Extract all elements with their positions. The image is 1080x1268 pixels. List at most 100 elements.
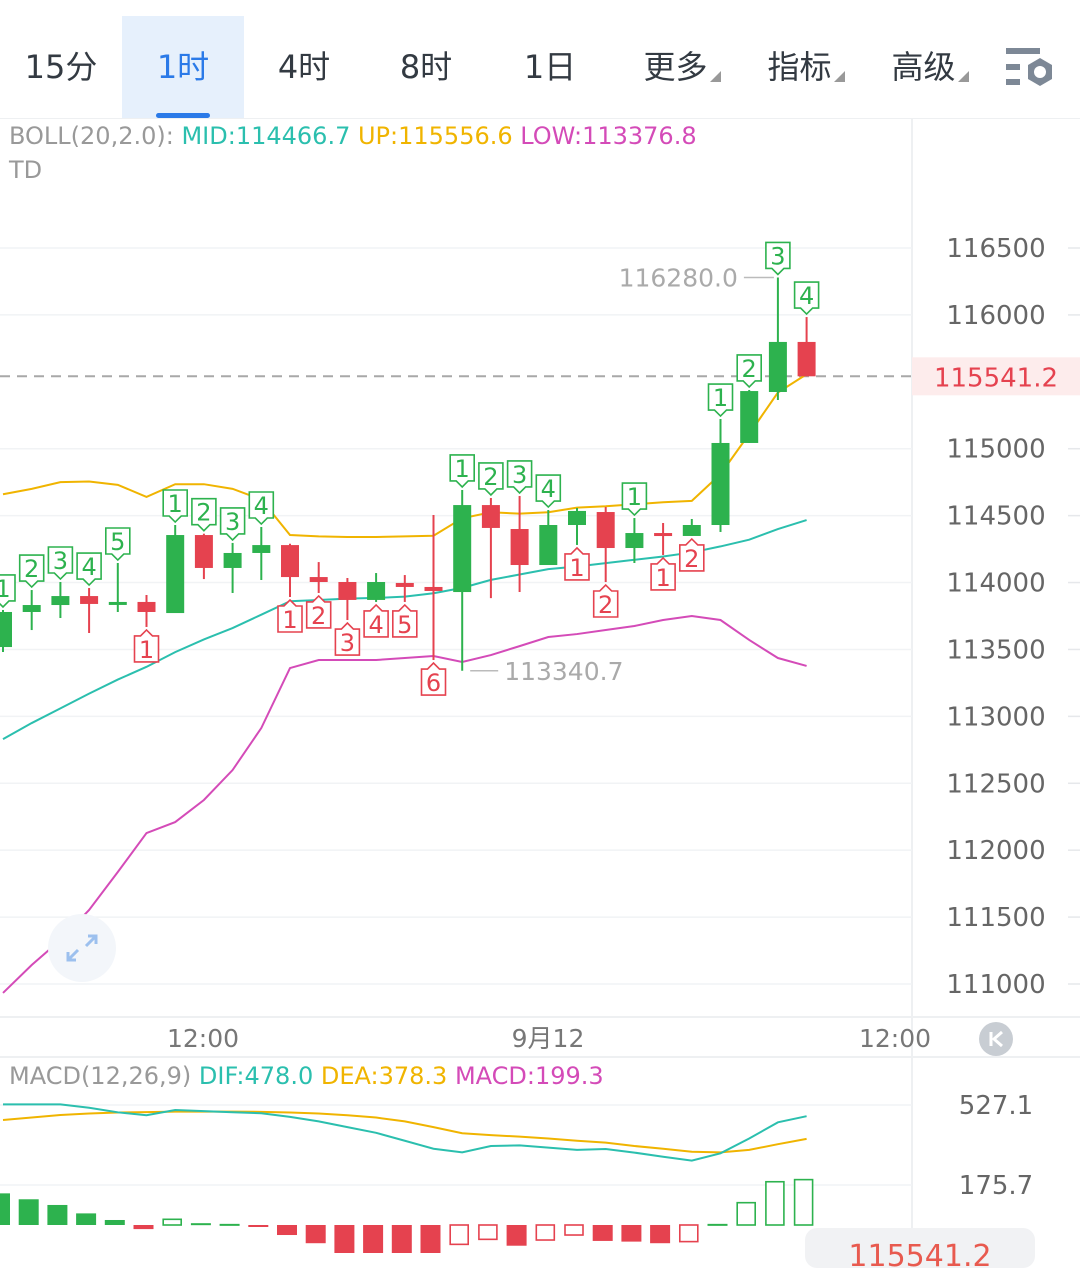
candle-up (711, 442, 730, 526)
macd-histogram-bar (650, 1225, 671, 1244)
tab-label: 4时 (277, 48, 331, 86)
td-count-label: 3 (53, 547, 68, 575)
time-axis-label: 12:00 (859, 1024, 931, 1053)
macd-histogram-bar-hollow (678, 1224, 699, 1243)
dropdown-triangle-icon (709, 71, 721, 82)
macd-name: MACD(12,26,9) (9, 1062, 192, 1090)
candle-up (625, 533, 644, 549)
tab-1d[interactable]: 1日 (490, 16, 610, 118)
fullscreen-button[interactable] (48, 914, 116, 982)
macd-dif-line (3, 1103, 807, 1162)
candle-up (108, 601, 127, 605)
scroll-to-latest-button[interactable] (979, 1022, 1013, 1056)
tab-label: 指标 (767, 48, 832, 86)
macd-histogram-bar (334, 1225, 355, 1253)
td-buy-count-marker (506, 460, 533, 495)
low-price-label: 113340.7 (504, 657, 623, 686)
boll-mid: MID:114466.7 (181, 122, 351, 150)
td-count-label: 3 (770, 242, 785, 270)
macd-tick-label: 175.7 (959, 1171, 1033, 1201)
td-count-label: 1 (0, 575, 11, 603)
td-count-label: 2 (196, 499, 211, 527)
macd-histogram-bar (277, 1225, 297, 1236)
td-count-label: 4 (254, 492, 269, 520)
macd-histogram-bar-hollow (162, 1218, 182, 1226)
candle-down (281, 545, 299, 578)
macd-legend: MACD(12,26,9) DIF:478.0 DEA:378.3 MACD:1… (9, 1062, 604, 1090)
candle-up (682, 525, 701, 536)
skip-back-icon (989, 1030, 1003, 1048)
candle-down (797, 341, 816, 377)
macd-histogram-bar (190, 1223, 211, 1226)
bottom-price-badge: 115541.2 (805, 1228, 1035, 1268)
td-buy-count-marker (478, 462, 504, 497)
price-tick-label: 114500 (946, 502, 1045, 532)
macd-histogram-bar-hollow (765, 1180, 785, 1226)
macd-histogram-bar-hollow (793, 1178, 814, 1226)
macd-value: MACD:199.3 (454, 1062, 604, 1090)
candle-up (0, 611, 12, 648)
td-buy-count-marker (105, 527, 131, 562)
td-count-label: 4 (81, 553, 96, 581)
macd-dea: DEA:378.3 (320, 1062, 448, 1090)
price-tick-label: 111000 (946, 970, 1045, 1000)
macd-dea-line (2, 1110, 807, 1154)
candle-up (22, 605, 41, 612)
td-sell-count-marker (679, 537, 705, 572)
tab-indicators[interactable]: 指标 (744, 16, 868, 118)
td-buy-count-marker (162, 489, 188, 524)
tab-advanced[interactable]: 高级 (868, 16, 992, 118)
last-price-label: 115541.2 (934, 363, 1058, 393)
td-buy-count-marker (0, 574, 16, 609)
tab-4h[interactable]: 4时 (244, 16, 364, 118)
chart-settings-icon[interactable] (1004, 46, 1056, 92)
td-buy-count-marker (449, 454, 475, 489)
tab-label: 更多 (643, 48, 708, 86)
boll-up: UP:115556.6 (357, 122, 513, 150)
td-count-label: 4 (799, 282, 814, 310)
tab-8h[interactable]: 8时 (366, 16, 486, 118)
td-buy-count-marker (535, 474, 562, 509)
macd-histogram-bar-hollow (449, 1224, 470, 1246)
td-count-label: 1 (713, 384, 728, 412)
macd-histogram-bar-hollow (564, 1224, 584, 1236)
td-buy-count-marker (191, 497, 217, 532)
macd-histogram-bar-hollow (736, 1201, 757, 1226)
macd-histogram-bar (305, 1225, 326, 1244)
macd-histogram-bar-hollow (478, 1224, 498, 1241)
macd-histogram-bar (133, 1225, 154, 1230)
td-indicator-label: TD (9, 156, 43, 184)
macd-histogram-bar (18, 1199, 39, 1225)
candle-up (223, 552, 242, 568)
high-price-label: 116280.0 (619, 263, 738, 292)
price-tick-label: 113500 (946, 635, 1045, 665)
boll-upper-line (2, 373, 808, 539)
td-count-label: 6 (426, 669, 441, 697)
tab-1h[interactable]: 1时 (122, 16, 244, 118)
price-tick-label: 116500 (946, 234, 1045, 264)
price-tick-label: 116000 (946, 301, 1045, 331)
boll-legend: BOLL(20,2.0): MID:114466.7 UP:115556.6 L… (9, 122, 697, 150)
time-axis-label: 12:00 (167, 1024, 239, 1053)
macd-histogram-bar (506, 1225, 527, 1246)
candle-up (453, 505, 472, 593)
td-sell-count-marker (564, 546, 590, 581)
td-count-label: 2 (483, 463, 498, 491)
tab-label: 15分 (24, 48, 98, 86)
tab-label: 高级 (891, 48, 956, 86)
tab-more[interactable]: 更多 (620, 16, 744, 118)
price-tick-label: 114000 (946, 569, 1045, 599)
macd-histogram-bar (219, 1223, 240, 1226)
macd-histogram-bar (104, 1219, 125, 1225)
td-sell-count-marker (650, 556, 676, 591)
td-sell-count-marker (392, 603, 418, 638)
td-buy-count-marker (765, 241, 791, 276)
macd-dif: DIF:478.0 (198, 1062, 314, 1090)
tab-label: 1时 (156, 48, 210, 86)
price-tick-label: 115000 (946, 435, 1045, 465)
dropdown-triangle-icon (957, 71, 969, 82)
tab-15m[interactable]: 15分 (0, 16, 122, 118)
td-count-label: 2 (598, 591, 613, 619)
td-count-label: 1 (139, 636, 154, 664)
